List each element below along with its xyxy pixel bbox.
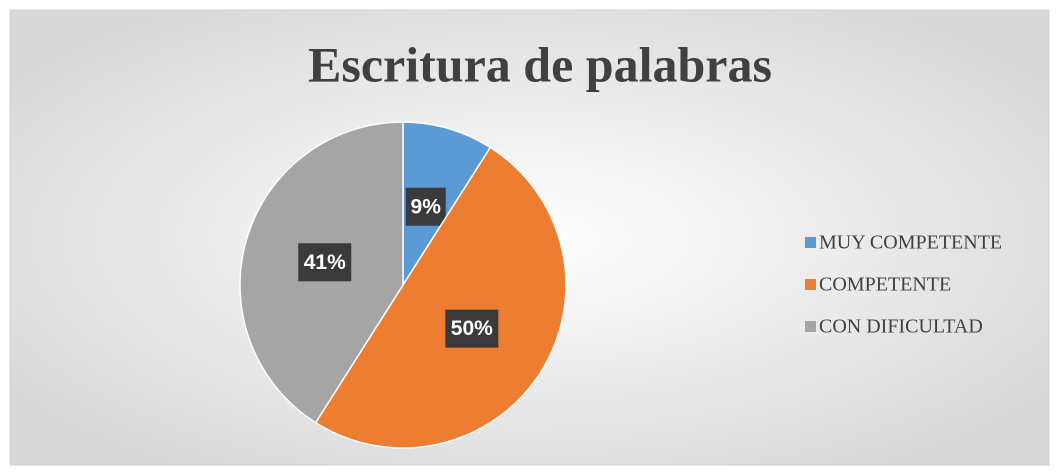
legend-swatch (805, 321, 816, 332)
legend-swatch (805, 237, 816, 248)
legend-swatch (805, 279, 816, 290)
legend-label: CON DIFICULTAD (819, 316, 983, 338)
pie-slice (314, 146, 567, 449)
data-label-box (405, 187, 446, 226)
legend-label: MUY COMPETENTE (819, 232, 1002, 254)
data-label-box (445, 309, 499, 348)
legend-label: COMPETENTE (819, 274, 951, 296)
chart-title: Escritura de palabras (308, 36, 772, 92)
data-label-box (298, 243, 352, 282)
pie-slice (402, 121, 492, 288)
data-label: 50% (451, 317, 493, 340)
data-label: 9% (411, 195, 442, 218)
data-label: 41% (304, 251, 346, 274)
